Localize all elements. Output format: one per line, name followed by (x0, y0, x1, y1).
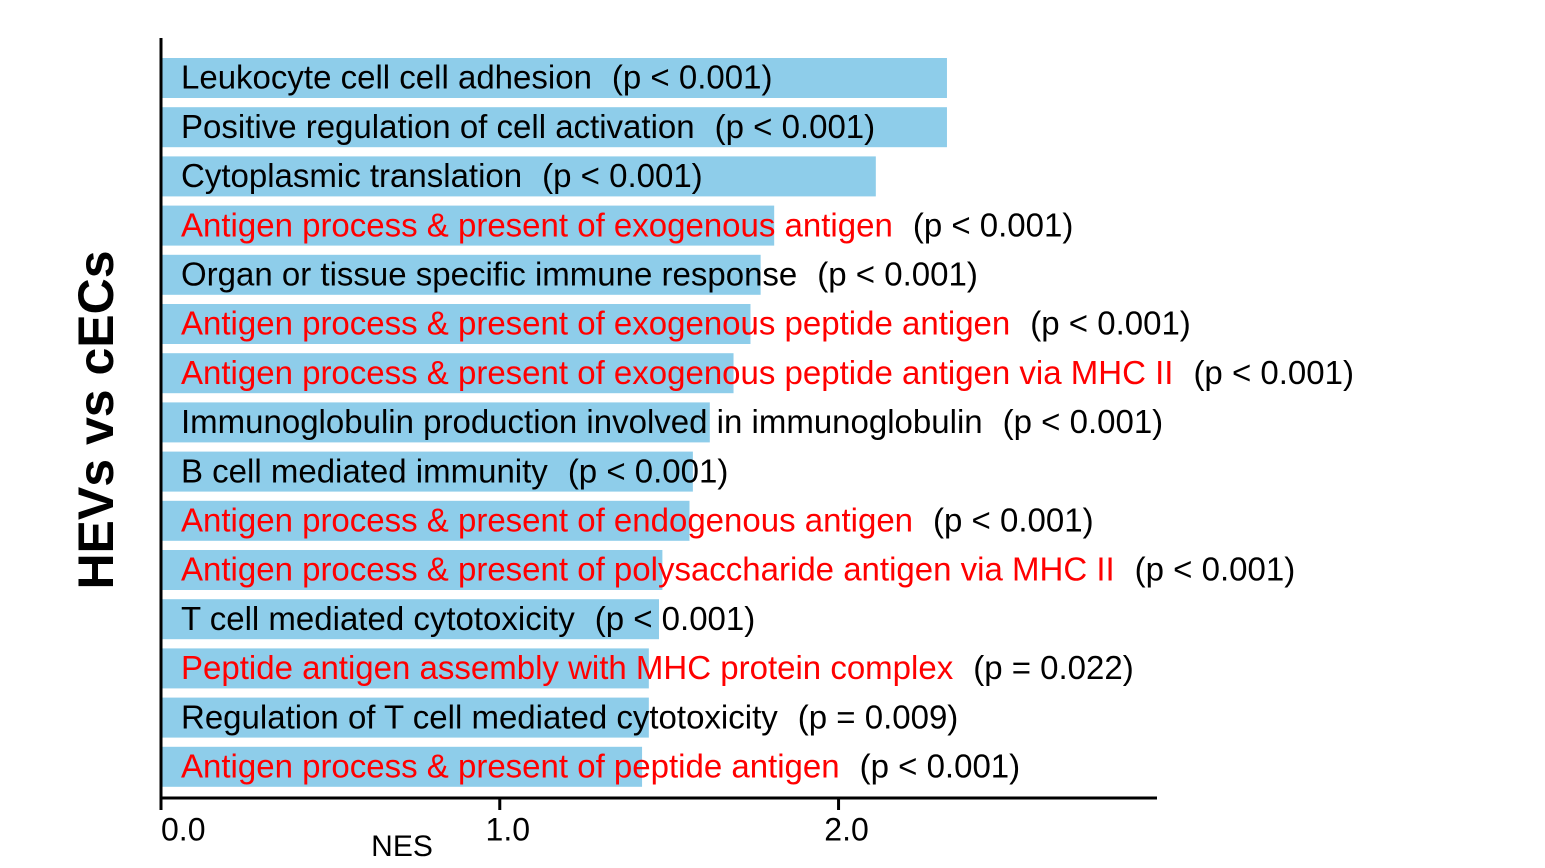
category-label: T cell mediated cytotoxicity (181, 600, 575, 637)
bar (161, 697, 649, 738)
p-value-label: (p = 0.009) (798, 698, 959, 735)
category-label: B cell mediated immunity (181, 452, 548, 489)
category-label: Cytoplasmic translation (181, 157, 522, 194)
p-value-label: (p < 0.001) (860, 748, 1021, 785)
category-label: Antigen process & present of peptide ant… (181, 748, 840, 785)
bar (161, 254, 761, 295)
p-value-label: (p < 0.001) (595, 600, 756, 637)
category-label: Immunoglobulin production involved in im… (181, 403, 983, 440)
bar (161, 58, 947, 98)
p-value-label: (p < 0.001) (1193, 354, 1354, 391)
p-value-label: (p < 0.001) (568, 452, 729, 489)
x-tick-label: 1.0 (486, 811, 530, 847)
category-label: Antigen process & present of exogenous a… (181, 206, 893, 243)
bar (161, 599, 659, 640)
category-label: Peptide antigen assembly with MHC protei… (181, 649, 954, 686)
bar (161, 500, 690, 541)
bar (161, 402, 710, 443)
p-value-label: (p < 0.001) (1030, 305, 1191, 342)
p-value-label: (p < 0.001) (933, 502, 1094, 539)
p-value-label: (p < 0.001) (1135, 551, 1296, 588)
category-label: Antigen process & present of exogenous p… (181, 305, 1010, 342)
category-label: Antigen process & present of endogenous … (181, 502, 913, 539)
category-label: Leukocyte cell cell adhesion (181, 59, 592, 96)
bar (161, 550, 663, 590)
p-value-label: (p = 0.022) (973, 649, 1134, 686)
bar (161, 156, 876, 197)
y-axis-title: HEVs vs cECs (68, 250, 124, 589)
bar (161, 746, 643, 787)
bar (161, 353, 734, 394)
category-label: Positive regulation of cell activation (181, 108, 695, 145)
category-label: Antigen process & present of exogenous p… (181, 354, 1173, 391)
p-value-label: (p < 0.001) (542, 157, 703, 194)
x-tick-label: 0.0 (161, 811, 205, 847)
p-value-label: (p < 0.001) (715, 108, 876, 145)
bar (161, 107, 947, 148)
category-label: Organ or tissue specific immune response (181, 256, 797, 293)
x-tick-label: 2.0 (824, 811, 868, 847)
p-value-label: (p < 0.001) (612, 59, 773, 96)
bar (161, 451, 693, 492)
bar (161, 304, 751, 344)
x-axis-title: NES (371, 830, 433, 863)
category-label: Regulation of T cell mediated cytotoxici… (181, 698, 778, 735)
p-value-label: (p < 0.001) (913, 206, 1074, 243)
category-label: Antigen process & present of polysacchar… (181, 551, 1115, 588)
bar (161, 648, 649, 689)
p-value-label: (p < 0.001) (1003, 403, 1164, 440)
bar (161, 205, 775, 246)
p-value-label: (p < 0.001) (817, 256, 978, 293)
